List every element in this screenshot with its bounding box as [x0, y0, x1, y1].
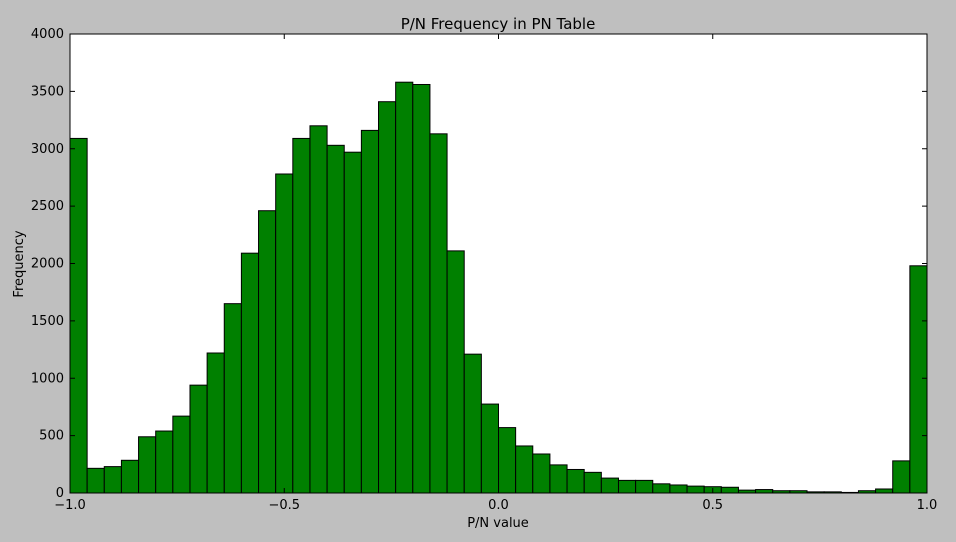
histogram-bar — [412, 83, 431, 494]
histogram-bar — [446, 250, 465, 494]
y-tick-label: 3500 — [31, 84, 64, 99]
y-axis-ticks: 0 500 1000 1500 2000 2500 3000 3500 4000 — [31, 27, 927, 501]
histogram-bar — [532, 453, 551, 494]
histogram-bar — [378, 101, 397, 494]
bars-group — [69, 81, 928, 494]
histogram-bar — [549, 464, 568, 494]
histogram-bar — [326, 144, 345, 494]
histogram-bar — [172, 415, 191, 494]
histogram-bar — [258, 210, 277, 494]
histogram-bar — [515, 445, 534, 494]
y-tick-label: 1500 — [31, 314, 64, 329]
y-tick-label: 1000 — [31, 371, 64, 386]
x-tick-label: 1.0 — [917, 498, 938, 513]
x-tick-label: 0.5 — [702, 498, 723, 513]
y-tick-label: 500 — [39, 429, 64, 444]
histogram-bar — [566, 468, 585, 494]
histogram-bar — [120, 459, 140, 494]
histogram-bar — [189, 384, 208, 494]
histogram-bar — [463, 353, 482, 494]
histogram-bar — [909, 265, 928, 494]
histogram-bar — [875, 488, 894, 494]
x-axis-label: P/N value — [467, 516, 529, 531]
histogram-bar — [583, 471, 602, 494]
histogram-bar — [343, 151, 362, 494]
histogram-bar — [686, 485, 705, 494]
histogram-bar — [892, 460, 911, 494]
y-axis-label: Frequency — [12, 230, 27, 297]
histogram-bar — [240, 252, 260, 494]
histogram-bar — [480, 403, 499, 494]
histogram-bar — [138, 436, 157, 494]
histogram-bar — [395, 81, 414, 494]
histogram-bar — [617, 479, 637, 494]
histogram-bar — [360, 129, 380, 494]
histogram-bar — [429, 133, 448, 494]
x-tick-label: −0.5 — [268, 498, 300, 513]
histogram-bar — [635, 479, 654, 494]
histogram-bar — [669, 484, 688, 494]
histogram-bar — [292, 137, 311, 494]
x-tick-label: −1.0 — [54, 498, 86, 513]
histogram-bar — [309, 125, 328, 494]
histogram-bar — [652, 483, 671, 494]
y-tick-label: 4000 — [31, 27, 64, 42]
histogram-bar — [755, 489, 774, 494]
histogram-bar — [69, 137, 88, 494]
histogram-bar — [206, 352, 225, 494]
histogram-bar — [600, 477, 619, 494]
histogram-bar — [103, 466, 122, 494]
y-tick-label: 3000 — [31, 142, 64, 157]
histogram-bar — [155, 430, 174, 494]
histogram-bar — [86, 467, 105, 494]
histogram-bar — [720, 486, 739, 494]
y-tick-label: 0 — [56, 486, 64, 501]
y-tick-label: 2500 — [31, 199, 64, 214]
chart-title: P/N Frequency in PN Table — [401, 15, 596, 33]
x-tick-label: 0.0 — [488, 498, 509, 513]
y-tick-label: 2000 — [31, 257, 64, 272]
histogram-bar — [223, 303, 242, 494]
histogram-bar — [275, 173, 294, 494]
x-axis-ticks: −1.0 −0.5 0.0 0.5 1.0 — [54, 34, 937, 513]
histogram-bar — [498, 427, 517, 494]
